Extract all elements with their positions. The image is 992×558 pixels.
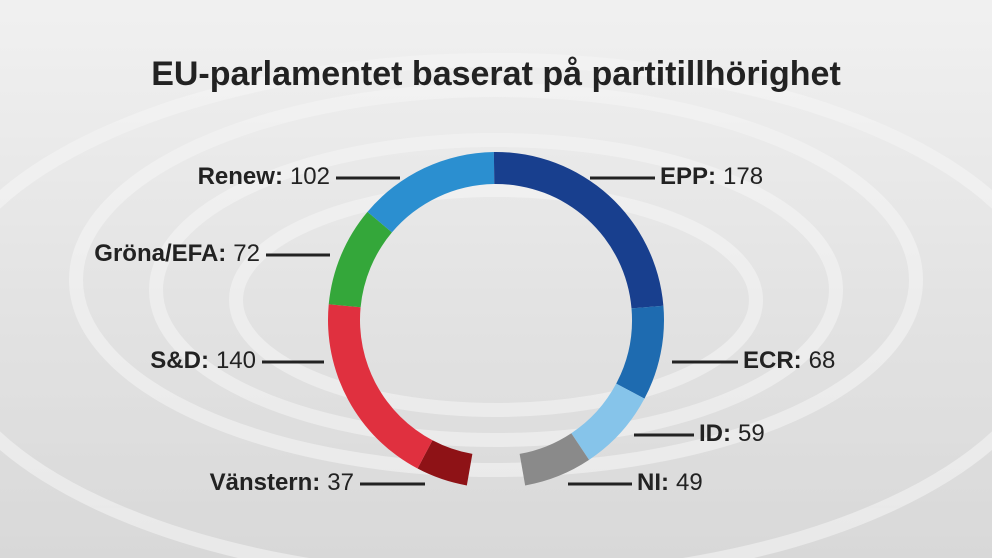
seat-count: 37 <box>327 469 354 496</box>
party-name: EPP: <box>660 163 716 190</box>
seat-count: 72 <box>233 240 260 267</box>
seat-count: 68 <box>809 347 836 374</box>
donut-segment <box>328 304 433 469</box>
seat-count: 178 <box>723 163 763 190</box>
segment-label: EPP: 178 <box>660 163 763 190</box>
party-name: NI: <box>637 469 669 496</box>
party-name: S&D: <box>150 347 209 374</box>
party-name: ID: <box>699 420 731 447</box>
party-name: Vänstern: <box>210 469 321 496</box>
donut-segment <box>417 440 473 486</box>
hemicycle-decor <box>0 53 992 558</box>
segment-label: Vänstern: 37 <box>210 469 354 496</box>
party-name: ECR: <box>743 347 802 374</box>
seat-count: 49 <box>676 469 703 496</box>
segment-label: Gröna/EFA: 72 <box>94 240 260 267</box>
segment-label: Renew: 102 <box>198 163 330 190</box>
donut-segment <box>571 383 645 460</box>
segment-label: NI: 49 <box>637 469 703 496</box>
party-name: Renew: <box>198 163 283 190</box>
segment-label: ECR: 68 <box>743 347 835 374</box>
chart-title: EU-parlamentet baserat på partitillhörig… <box>151 55 841 93</box>
seat-count: 140 <box>216 347 256 374</box>
donut-segment <box>367 152 495 233</box>
segment-label: ID: 59 <box>699 420 765 447</box>
donut-segment <box>616 305 665 399</box>
seat-count: 102 <box>290 163 330 190</box>
donut-segment <box>493 152 664 309</box>
donut-segment <box>328 211 392 308</box>
donut-segment <box>519 433 590 486</box>
party-name: Gröna/EFA: <box>94 240 226 267</box>
segment-label: S&D: 140 <box>150 347 256 374</box>
seat-count: 59 <box>738 420 765 447</box>
